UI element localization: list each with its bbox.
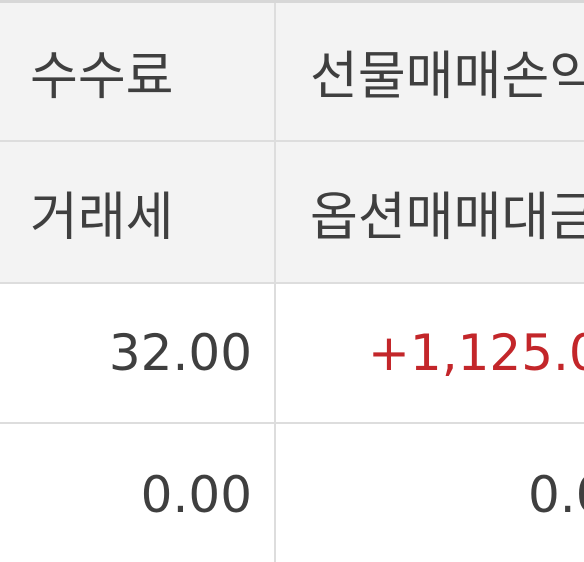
- header-options-amount-label: 옵션매매대금: [310, 187, 584, 248]
- header-row-tax: 거래세 옵션매매대금: [0, 142, 584, 284]
- header-tax-label: 거래세: [0, 142, 276, 282]
- tax-value: 0.00: [0, 424, 276, 562]
- header-fee-label: 수수료: [0, 3, 276, 140]
- options-amount-value: 0.00: [528, 465, 584, 524]
- header-row-fee: 수수료 선물매매손익: [0, 3, 584, 142]
- header-futures-pnl-label: 선물매매손익: [310, 47, 584, 107]
- table-viewport: 수수료 선물매매손익 거래세 옵션매매대금 32.00 +1,125.00 0.…: [0, 3, 584, 562]
- fee-value: 32.00: [0, 284, 276, 422]
- table-row-values-2: 0.00 0.00: [0, 424, 584, 562]
- table-row-values-1: 32.00 +1,125.00: [0, 284, 584, 424]
- futures-pnl-value: +1,125.00: [368, 324, 584, 382]
